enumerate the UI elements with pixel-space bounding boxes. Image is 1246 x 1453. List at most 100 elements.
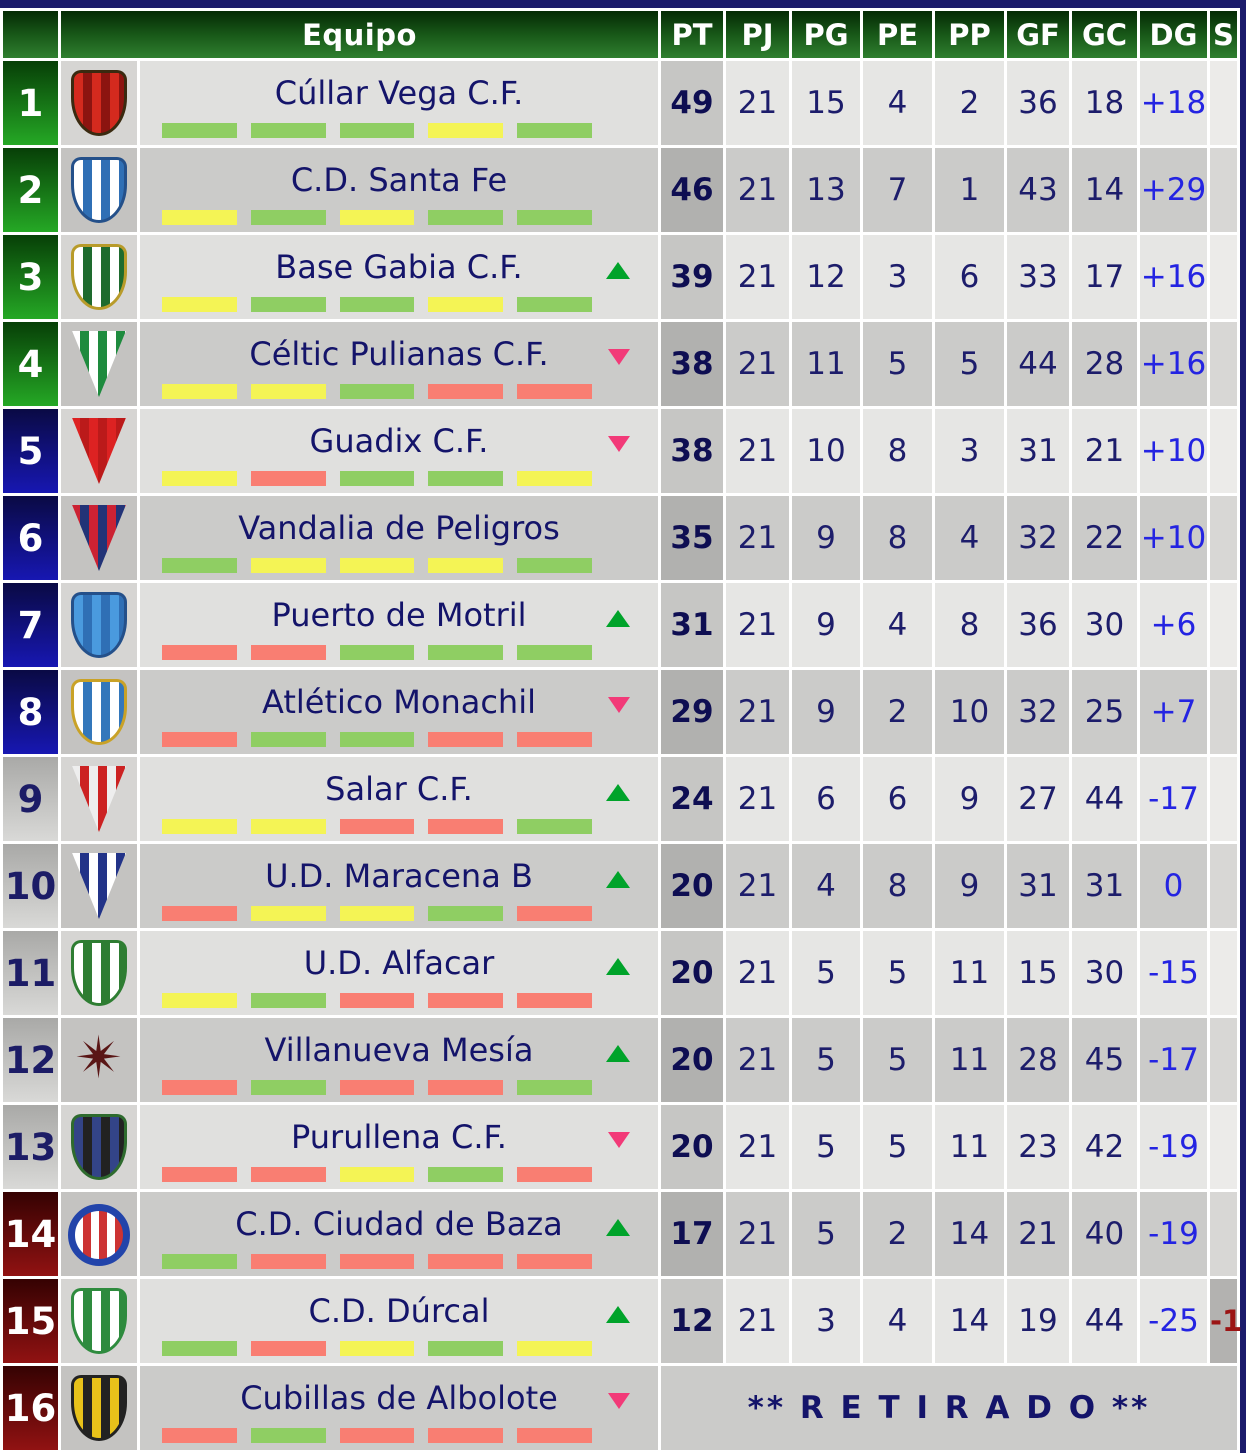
form-win-bar: [250, 297, 326, 312]
stat-gf: 27: [1007, 757, 1069, 841]
header-row: Equipo PT PJ PG PE PP GF GC DG S: [3, 11, 1237, 58]
table-row[interactable]: 10 U.D. Maracena B 20 21 4 8 9 31 31 0: [3, 844, 1237, 928]
stat-gf: 33: [1007, 235, 1069, 319]
form-loss-bar: [162, 1428, 237, 1443]
stat-pj: 21: [726, 583, 789, 667]
stat-pe: 8: [863, 496, 932, 580]
form-bars: [162, 906, 592, 921]
table-row[interactable]: 13 Purullena C.F. 20 21 5 5 11 23 42 -19: [3, 1105, 1237, 1189]
team-crest-cell: [61, 670, 137, 754]
team-name: Puerto de Motril: [271, 596, 527, 634]
club-crest-icon: [71, 592, 127, 658]
stat-pg: 5: [792, 1105, 860, 1189]
table-row[interactable]: 16 Cubillas de Albolote ** R E T I R A D O…: [3, 1366, 1237, 1450]
stat-pe: 5: [863, 931, 932, 1015]
stat-s: [1210, 583, 1237, 667]
position-number: 13: [4, 1125, 57, 1169]
table-row[interactable]: 11 U.D. Alfacar 20 21 5 5 11 15 30 -15: [3, 931, 1237, 1015]
table-row[interactable]: 5 Guadix C.F. 38 21 10 8 3 31 21 +10: [3, 409, 1237, 493]
team-crest-cell: [61, 844, 137, 928]
stat-gc: 22: [1072, 496, 1137, 580]
stat-pe: 4: [863, 583, 932, 667]
table-row[interactable]: 8 Atlético Monachil 29 21 9 2 10 32 25 +7: [3, 670, 1237, 754]
stat-pe: 4: [863, 61, 932, 145]
trend-up-icon: [606, 784, 630, 801]
form-loss-bar: [162, 906, 237, 921]
stat-s: [1210, 1105, 1237, 1189]
form-win-bar: [428, 906, 504, 921]
team-name: Céltic Pulianas C.F.: [249, 335, 549, 373]
trend-up-icon: [606, 958, 630, 975]
club-crest-icon: [71, 1288, 127, 1354]
stat-pg: 11: [792, 322, 860, 406]
form-bars: [162, 123, 592, 138]
stat-s: [1210, 496, 1237, 580]
form-win-bar: [428, 471, 504, 486]
position-cell: 1: [3, 61, 58, 145]
table-row[interactable]: 6 Vandalia de Peligros 35 21 9 8 4 32 22 +10: [3, 496, 1237, 580]
stat-dg: +7: [1140, 670, 1207, 754]
trend-up-icon: [606, 871, 630, 888]
form-win-bar: [250, 210, 326, 225]
header-gc: GC: [1072, 11, 1137, 58]
stat-pp: 10: [935, 670, 1004, 754]
header-gf: GF: [1007, 11, 1069, 58]
position-cell: 6: [3, 496, 58, 580]
position-number: 10: [4, 864, 57, 908]
stat-pp: 1: [935, 148, 1004, 232]
stat-gf: 21: [1007, 1192, 1069, 1276]
team-name-cell: Cúllar Vega C.F.: [140, 61, 658, 145]
stat-pe: 8: [863, 844, 932, 928]
stat-pt: 20: [661, 931, 723, 1015]
team-crest-cell: [61, 61, 137, 145]
form-bars: [162, 471, 592, 486]
stat-gc: 42: [1072, 1105, 1137, 1189]
stat-pj: 21: [726, 235, 789, 319]
stat-pg: 3: [792, 1279, 860, 1363]
form-loss-bar: [428, 1428, 504, 1443]
stat-gc: 40: [1072, 1192, 1137, 1276]
team-name-cell: U.D. Alfacar: [140, 931, 658, 1015]
table-row[interactable]: 2 C.D. Santa Fe 46 21 13 7 1 43 14 +29: [3, 148, 1237, 232]
position-cell: 3: [3, 235, 58, 319]
form-bars: [162, 1428, 592, 1443]
header-pt: PT: [661, 11, 723, 58]
position-number: 15: [4, 1299, 57, 1343]
team-name: U.D. Alfacar: [303, 944, 495, 982]
form-loss-bar: [517, 993, 592, 1008]
club-crest-icon: [72, 331, 126, 397]
position-cell: 16: [3, 1366, 58, 1450]
stat-pp: 9: [935, 844, 1004, 928]
form-win-bar: [517, 210, 592, 225]
stat-gc: 14: [1072, 148, 1137, 232]
stat-pe: 5: [863, 322, 932, 406]
table-row[interactable]: 9 Salar C.F. 24 21 6 6 9 27 44 -17: [3, 757, 1237, 841]
stat-gc: 45: [1072, 1018, 1137, 1102]
stat-s: [1210, 409, 1237, 493]
league-table: Equipo PT PJ PG PE PP GF GC DG S 1 Cúllar…: [0, 8, 1242, 1453]
club-crest-icon: [71, 244, 127, 310]
stat-pg: 9: [792, 583, 860, 667]
table-row[interactable]: 15 C.D. Dúrcal 12 21 3 4 14 19 44 -25 -1: [3, 1279, 1242, 1363]
form-loss-bar: [517, 1254, 592, 1269]
form-win-bar: [517, 123, 592, 138]
team-crest-cell: [61, 757, 137, 841]
form-loss-bar: [162, 1167, 237, 1182]
form-win-bar: [517, 558, 592, 573]
form-win-bar: [250, 993, 326, 1008]
table-row[interactable]: 3 Base Gabia C.F. 39 21 12 3 6 33 17 +16: [3, 235, 1237, 319]
table-row[interactable]: 1 Cúllar Vega C.F. 49 21 15 4 2 36 18 +18: [3, 61, 1237, 145]
stat-pt: 20: [661, 1105, 723, 1189]
table-row[interactable]: 14 C.D. Ciudad de Baza 17 21 5 2 14 21 40 -19: [3, 1192, 1237, 1276]
form-win-bar: [517, 1080, 592, 1095]
stat-dg: +16: [1140, 322, 1207, 406]
table-row[interactable]: 4 Céltic Pulianas C.F. 38 21 11 5 5 44 28 +16: [3, 322, 1237, 406]
stat-pp: 14: [935, 1279, 1004, 1363]
table-row[interactable]: 7 Puerto de Motril 31 21 9 4 8 36 30 +6: [3, 583, 1237, 667]
team-name-cell: Cubillas de Albolote: [140, 1366, 658, 1450]
stat-pj: 21: [726, 1279, 789, 1363]
form-draw-bar: [162, 819, 237, 834]
stat-pp: 2: [935, 61, 1004, 145]
team-crest-cell: [61, 1018, 137, 1102]
